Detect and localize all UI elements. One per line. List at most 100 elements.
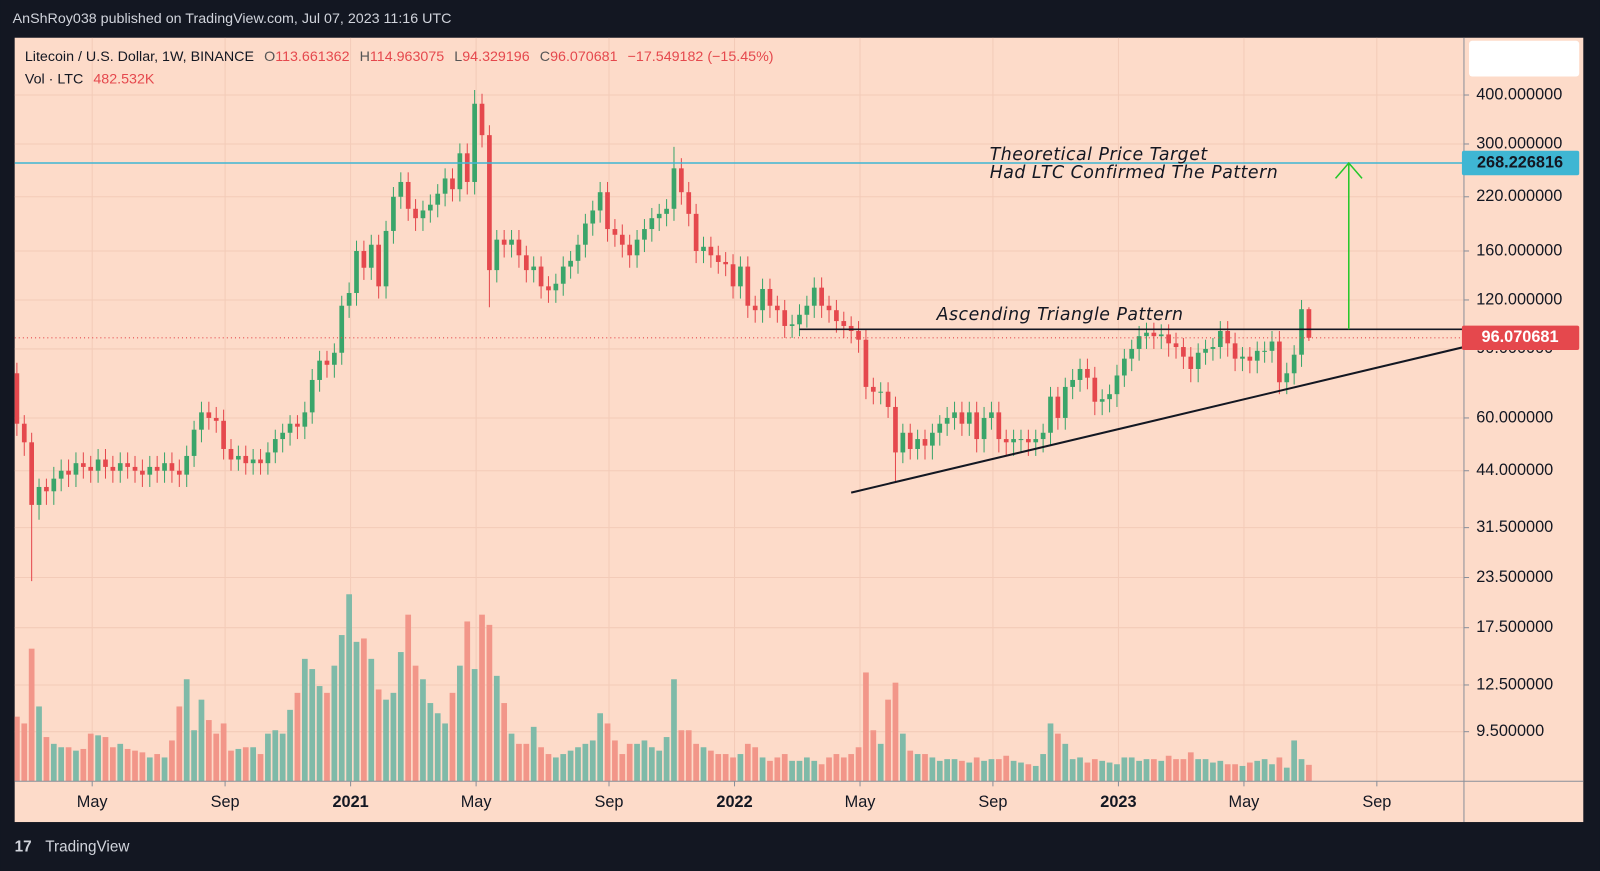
candle-body	[354, 250, 359, 294]
candle-body	[1269, 341, 1275, 351]
candle-body	[974, 412, 980, 440]
volume-bar	[597, 713, 604, 782]
candle-body	[789, 324, 795, 326]
candle-body	[339, 305, 345, 353]
volume-bar	[486, 624, 493, 782]
candle-body	[1070, 379, 1076, 387]
volume-bar	[1106, 762, 1113, 782]
volume-bar	[833, 754, 840, 782]
candle-body	[767, 288, 773, 306]
volume-bar	[346, 594, 352, 782]
annotation-text: Had LTC Confirmed The Pattern	[990, 163, 1279, 183]
candle-body	[509, 239, 514, 245]
candle-body	[184, 455, 190, 475]
volume-bar	[235, 748, 242, 782]
candle-body	[1181, 347, 1186, 357]
x-tick-label: Sep	[595, 793, 624, 811]
volume-bar	[405, 614, 412, 782]
candle-body	[147, 466, 153, 475]
volume-bar	[272, 730, 279, 782]
volume-bar	[1128, 757, 1135, 782]
volume-bar	[1143, 759, 1150, 782]
volume-bar	[1217, 760, 1224, 782]
volume-bar	[110, 747, 116, 782]
candle-body	[272, 439, 278, 453]
volume-bar	[1180, 759, 1187, 782]
volume-bar	[1210, 762, 1216, 782]
volume-bar	[1158, 760, 1165, 782]
candle-body	[58, 470, 64, 479]
x-tick-label: 2021	[332, 793, 368, 811]
volume-bar	[663, 737, 670, 782]
candle-body	[250, 459, 256, 464]
candle-body	[708, 246, 714, 256]
candle-body	[1247, 356, 1253, 361]
volume-bar	[1025, 764, 1032, 782]
volume-bar	[508, 733, 515, 782]
volume-bar	[863, 672, 869, 782]
candle-body	[590, 210, 596, 224]
volume-bar	[804, 757, 810, 782]
volume-bar	[1099, 760, 1106, 782]
candle-body	[287, 423, 293, 433]
volume-bar	[641, 740, 648, 782]
ohlc-open: 113.661362	[275, 49, 349, 65]
volume-bar	[50, 743, 57, 782]
volume-bar	[796, 760, 803, 782]
candle-body	[1107, 394, 1112, 400]
y-tick-label: 31.500000	[1476, 518, 1553, 536]
volume-bar	[65, 747, 72, 782]
volume-bar	[1151, 759, 1157, 782]
volume-bar	[309, 669, 316, 782]
volume-bar	[36, 706, 42, 782]
candle-body	[1232, 343, 1238, 359]
candle-body	[21, 423, 27, 443]
volume-bar	[995, 759, 1002, 782]
candle-body	[834, 310, 839, 322]
candle-body	[1121, 358, 1127, 376]
ohlc-close: 96.070681	[550, 49, 618, 65]
candle-body	[398, 181, 404, 197]
volume-bar	[752, 747, 759, 782]
y-tick-label: 400.000000	[1476, 85, 1562, 103]
volume-bar	[1055, 733, 1061, 782]
volume-bar	[988, 759, 995, 782]
volume-bar	[656, 750, 663, 782]
y-tick-label: 23.500000	[1476, 568, 1553, 586]
volume-bar	[634, 743, 640, 782]
candle-layer	[14, 89, 1312, 582]
candle-body	[317, 360, 322, 380]
y-tick-label: 300.000000	[1476, 134, 1562, 152]
volume-bar	[1246, 762, 1253, 782]
candle-body	[1195, 352, 1201, 369]
volume-bar	[936, 760, 943, 782]
toolbar-box[interactable]	[1469, 40, 1580, 77]
annotation-text: Ascending Triangle Pattern	[936, 305, 1184, 325]
candle-body	[1173, 343, 1179, 348]
volume-bar	[1062, 743, 1069, 782]
volume-name: Vol · LTC	[25, 71, 83, 87]
volume-bar	[132, 750, 138, 782]
candle-body	[420, 210, 426, 219]
volume-bar	[700, 747, 707, 782]
y-tick-label: 60.000000	[1476, 408, 1553, 426]
volume-bar	[412, 665, 419, 782]
candle-body	[376, 244, 382, 287]
candle-body	[442, 178, 448, 194]
candle-body	[841, 321, 847, 326]
candle-body	[236, 455, 241, 460]
volume-bar	[1232, 764, 1238, 782]
candle-body	[1099, 399, 1105, 402]
candle-body	[169, 463, 175, 471]
candle-body	[996, 412, 1002, 440]
candle-body	[176, 470, 182, 475]
volume-bar	[205, 720, 212, 782]
candle-body	[856, 330, 861, 340]
volume-bar	[604, 723, 611, 782]
candle-body	[966, 412, 972, 424]
volume-bar	[789, 760, 795, 782]
candle-body	[295, 423, 300, 427]
volume-bar	[390, 692, 397, 782]
candle-body	[88, 466, 94, 471]
volume-bar	[242, 747, 249, 782]
